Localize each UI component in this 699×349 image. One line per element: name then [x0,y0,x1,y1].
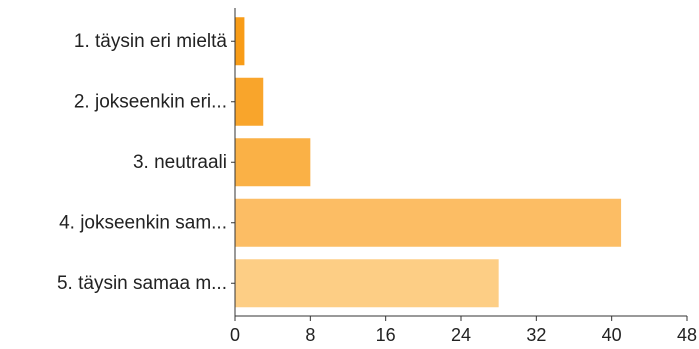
x-tick-label-2: 16 [376,325,396,345]
bar-5 [235,259,499,308]
bar-1 [235,17,245,66]
category-label-3: 3. neutraali [133,152,227,173]
category-labels: 1. täysin eri mieltä 2. jokseenkin eri...… [57,31,227,294]
x-axis: 0 8 16 24 32 40 48 [230,8,697,345]
x-tick-label-1: 8 [305,325,315,345]
x-tick-label-5: 40 [602,325,622,345]
category-label-5: 5. täysin samaa m... [57,273,227,294]
bars-group [235,17,622,308]
x-tick-label-3: 24 [451,325,471,345]
bar-3 [235,138,311,187]
bar-4 [235,198,622,247]
x-tick-label-0: 0 [230,325,240,345]
x-tick-label-4: 32 [526,325,546,345]
category-label-1: 1. täysin eri mieltä [74,31,228,52]
category-label-2: 2. jokseenkin eri... [74,91,227,112]
category-label-4: 4. jokseenkin sam... [59,212,227,233]
bar-2 [235,77,264,126]
x-tick-label-6: 48 [677,325,697,345]
